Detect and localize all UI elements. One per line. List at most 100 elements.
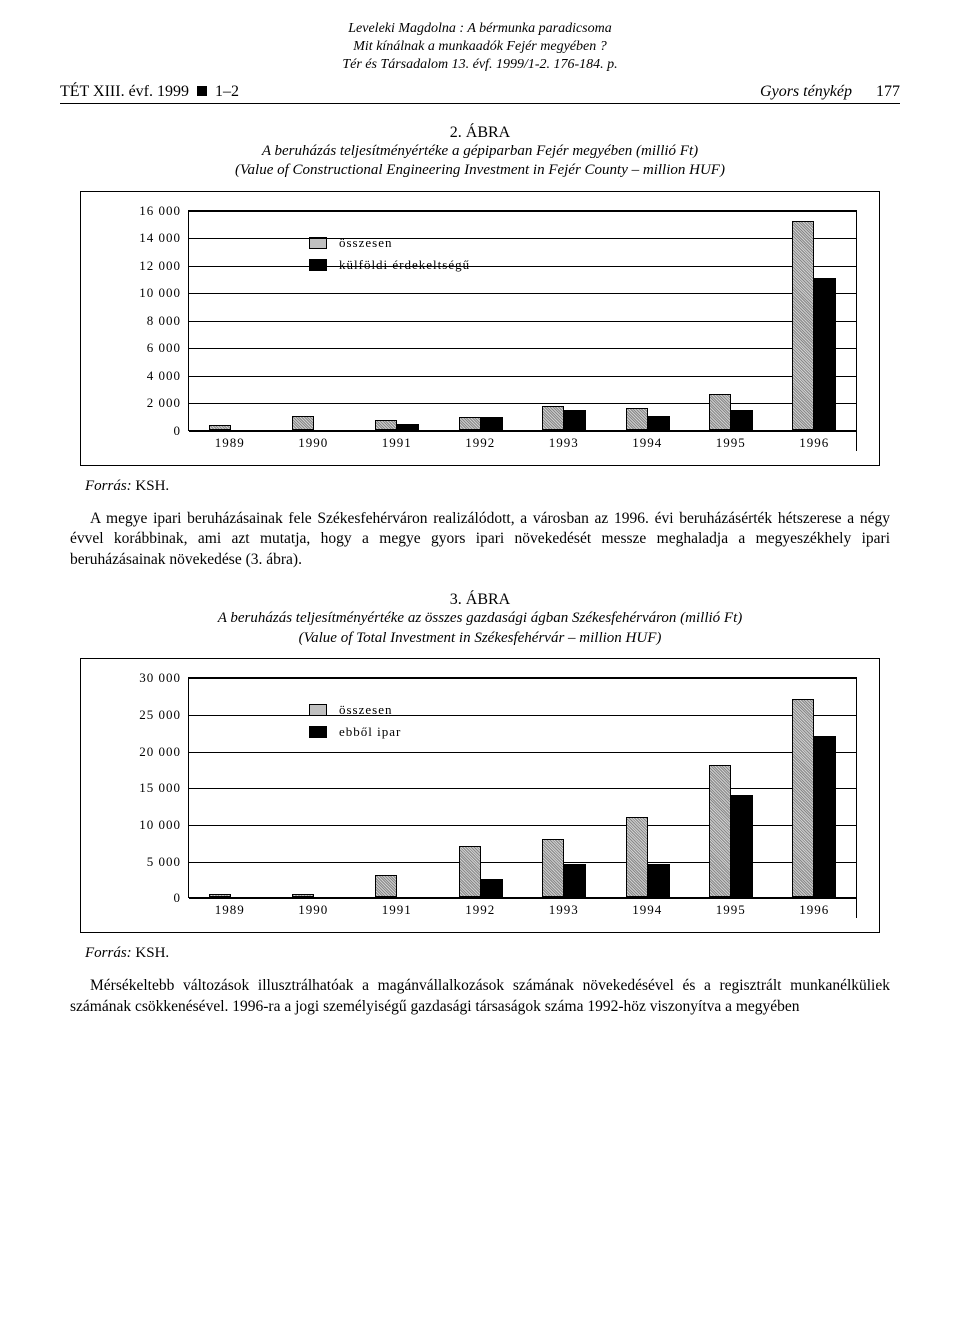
section-name: Gyors ténykép — [760, 83, 852, 100]
header-meta: Leveleki Magdolna : A bérmunka paradicso… — [60, 20, 900, 75]
bar-series-b — [481, 417, 503, 429]
source-value: KSH. — [135, 478, 169, 494]
x-tick-label: 1990 — [272, 435, 356, 451]
bar-series-b — [397, 424, 419, 430]
x-tick-label: 1989 — [188, 902, 272, 918]
bar-series-a — [209, 894, 231, 898]
bar-series-a — [626, 408, 648, 430]
bar-group — [439, 678, 522, 897]
x-tick-label: 1991 — [355, 902, 439, 918]
bar-series-b — [481, 879, 503, 897]
bar-group — [356, 211, 439, 430]
bar-group — [272, 678, 355, 897]
gridline — [189, 898, 856, 899]
meta-line: Tér és Társadalom 13. évf. 1999/1-2. 176… — [60, 56, 900, 74]
y-tick-label: 30 000 — [111, 670, 181, 686]
plot-area: összesen ebből ipar 05 00010 00015 00020… — [188, 678, 856, 898]
bar-group — [272, 211, 355, 430]
bar-group — [606, 678, 689, 897]
y-tick-label: 5 000 — [111, 854, 181, 870]
caption-line: A beruházás teljesítményértéke az összes… — [60, 609, 900, 629]
running-head-left: TÉT XIII. évf. 1999 1–2 — [60, 83, 239, 101]
x-tick-label: 1992 — [439, 902, 523, 918]
x-tick-label: 1989 — [188, 435, 272, 451]
y-tick-label: 8 000 — [111, 313, 181, 329]
bar-group — [523, 678, 606, 897]
bar-series-a — [792, 699, 814, 897]
x-tick-label: 1994 — [606, 435, 690, 451]
y-tick-label: 2 000 — [111, 395, 181, 411]
issue-range: 1–2 — [215, 83, 239, 100]
bar-series-a — [209, 425, 231, 429]
bar-series-a — [542, 839, 564, 898]
bars-row — [189, 678, 856, 897]
bar-group — [606, 211, 689, 430]
bar-group — [689, 678, 772, 897]
x-tick-label: 1992 — [439, 435, 523, 451]
bar-series-a — [292, 894, 314, 898]
y-tick-label: 20 000 — [111, 744, 181, 760]
running-head-right: Gyors ténykép 177 — [760, 83, 900, 101]
x-tick-label: 1990 — [272, 902, 356, 918]
bar-series-a — [375, 420, 397, 430]
bars-row — [189, 211, 856, 430]
x-tick-label: 1994 — [606, 902, 690, 918]
chart-frame: összesen külföldi érdekeltségű 02 0004 0… — [80, 191, 880, 466]
x-tick-label: 1996 — [773, 435, 857, 451]
y-tick-label: 0 — [111, 890, 181, 906]
x-tick-label: 1995 — [689, 435, 773, 451]
bar-group — [189, 211, 272, 430]
bar-chart: összesen külföldi érdekeltségű 02 0004 0… — [188, 210, 857, 451]
body-paragraph: Mérsékeltebb változások illusztrálhatóak… — [70, 976, 890, 1018]
bar-series-a — [709, 394, 731, 430]
caption-line: A beruházás teljesítményértéke a gépipar… — [60, 142, 900, 162]
y-tick-label: 14 000 — [111, 230, 181, 246]
bar-series-b — [814, 736, 836, 897]
plot-area: összesen külföldi érdekeltségű 02 0004 0… — [188, 211, 856, 431]
bar-group — [523, 211, 606, 430]
bar-series-b — [648, 416, 670, 430]
figure-caption: A beruházás teljesítményértéke a gépipar… — [60, 142, 900, 181]
bar-chart: összesen ebből ipar 05 00010 00015 00020… — [188, 677, 857, 918]
journal-ref: TÉT XIII. évf. 1999 — [60, 83, 189, 100]
caption-line: (Value of Constructional Engineering Inv… — [60, 161, 900, 181]
y-tick-label: 25 000 — [111, 707, 181, 723]
bar-series-b — [648, 864, 670, 897]
bar-series-a — [626, 817, 648, 898]
gridline — [189, 431, 856, 432]
x-tick-label: 1993 — [522, 435, 606, 451]
chart-frame: összesen ebből ipar 05 00010 00015 00020… — [80, 658, 880, 933]
square-glyph-icon — [197, 86, 207, 96]
bar-series-a — [459, 846, 481, 897]
bar-series-b — [564, 410, 586, 429]
bar-group — [189, 678, 272, 897]
x-axis: 19891990199119921993199419951996 — [188, 435, 856, 451]
y-tick-label: 12 000 — [111, 258, 181, 274]
bar-series-a — [292, 416, 314, 430]
body-paragraph: A megye ipari beruházásainak fele Székes… — [70, 509, 890, 572]
x-tick-label: 1996 — [773, 902, 857, 918]
bar-group — [773, 211, 856, 430]
source-label: Forrás: — [85, 478, 132, 494]
bar-series-b — [564, 864, 586, 897]
figure-label: 3. ÁBRA — [60, 591, 900, 609]
bar-group — [773, 678, 856, 897]
bar-series-a — [792, 221, 814, 430]
bar-series-a — [375, 875, 397, 897]
figure-label: 2. ÁBRA — [60, 124, 900, 142]
meta-line: Leveleki Magdolna : A bérmunka paradicso… — [60, 20, 900, 38]
bar-group — [356, 678, 439, 897]
y-tick-label: 10 000 — [111, 285, 181, 301]
figure-caption: A beruházás teljesítményértéke az összes… — [60, 609, 900, 648]
y-tick-label: 0 — [111, 423, 181, 439]
x-axis: 19891990199119921993199419951996 — [188, 902, 856, 918]
caption-line: (Value of Total Investment in Székesfehé… — [60, 629, 900, 649]
page-header: TÉT XIII. évf. 1999 1–2 Gyors ténykép 17… — [60, 83, 900, 104]
bar-series-b — [814, 278, 836, 429]
source-line: Forrás: KSH. — [85, 945, 875, 962]
page-number: 177 — [876, 83, 900, 100]
x-tick-label: 1995 — [689, 902, 773, 918]
bar-series-a — [459, 417, 481, 429]
bar-series-b — [731, 410, 753, 429]
bar-series-b — [731, 795, 753, 898]
